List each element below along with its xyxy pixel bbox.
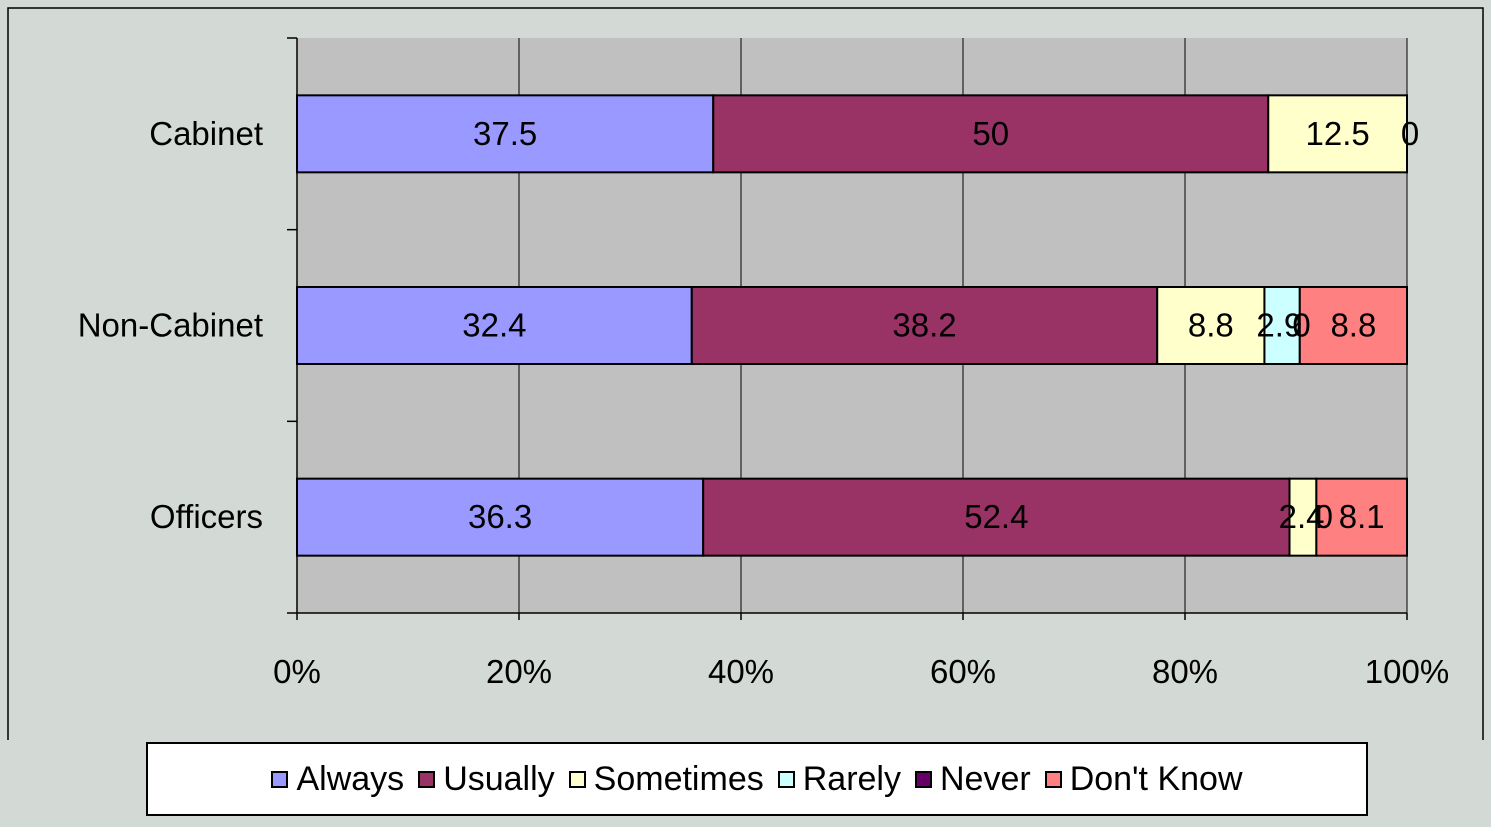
legend-item: Always [271, 760, 404, 799]
legend-swatch [777, 770, 795, 788]
legend-label: Always [296, 759, 405, 798]
data-label: 8.8 [1188, 307, 1234, 344]
legend-swatch [914, 770, 932, 788]
bar-segment [702, 477, 1291, 557]
data-label: 0 [1315, 498, 1333, 535]
legend-label: Never [939, 759, 1031, 798]
data-label: 37.5 [473, 115, 537, 152]
legend-item: Usually [418, 759, 555, 799]
legend-label: Don't Know [1069, 759, 1243, 798]
legend-swatch [418, 770, 436, 788]
legend-label: Sometimes [593, 759, 764, 798]
data-label: 8.8 [1330, 307, 1376, 344]
bar-segment [1156, 286, 1266, 365]
x-tick-label: 20% [486, 653, 552, 690]
bar-segment [1315, 477, 1408, 557]
bar-segment [712, 94, 1270, 174]
category-label: Officers [150, 498, 263, 535]
chart-plot: 0% 20% 40% 60% 80% 100% Cabinet 37.5 50 12.5 0 Non-… [7, 7, 1484, 740]
bar-segment [1263, 286, 1301, 365]
legend-label: Rarely [802, 759, 901, 798]
legend-item: Don't Know [1044, 759, 1243, 799]
bar-segment [296, 286, 693, 365]
legend-item: Rarely [777, 759, 901, 799]
x-tick-label: 100% [1365, 653, 1449, 690]
legend-item: Never [914, 759, 1031, 799]
data-label: 2.4 [1279, 498, 1325, 535]
legend-swatch [568, 770, 586, 788]
bar-segment [1267, 94, 1408, 174]
data-label: 0 [1292, 307, 1310, 344]
data-label: 32.4 [462, 307, 526, 344]
category-label: Cabinet [149, 115, 263, 152]
legend-swatch [271, 770, 289, 788]
data-label: 8.1 [1339, 498, 1385, 535]
chart-frame [7, 7, 1484, 740]
legend-item: Sometimes [568, 759, 764, 799]
data-label: 2.9 [1256, 307, 1302, 344]
x-tick-label: 0% [273, 653, 321, 690]
data-label: 52.4 [964, 498, 1028, 535]
data-label: 12.5 [1306, 115, 1370, 152]
legend-label: Usually [443, 759, 555, 798]
bar-segment [1298, 286, 1409, 365]
bar-segment [690, 286, 1159, 365]
category-label: Non-Cabinet [78, 307, 263, 344]
data-label: 50 [972, 115, 1009, 152]
data-label: 38.2 [892, 307, 956, 344]
legend-swatch [1044, 770, 1062, 788]
data-label: 36.3 [468, 498, 532, 535]
x-tick-label: 40% [708, 653, 774, 690]
x-tick-label: 60% [930, 653, 996, 690]
bar-segment [296, 94, 715, 174]
x-tick-label: 80% [1152, 653, 1218, 690]
chart-legend: Always Usually Sometimes Rarely Never Don't K… [146, 742, 1368, 816]
data-label: 0 [1401, 115, 1419, 152]
